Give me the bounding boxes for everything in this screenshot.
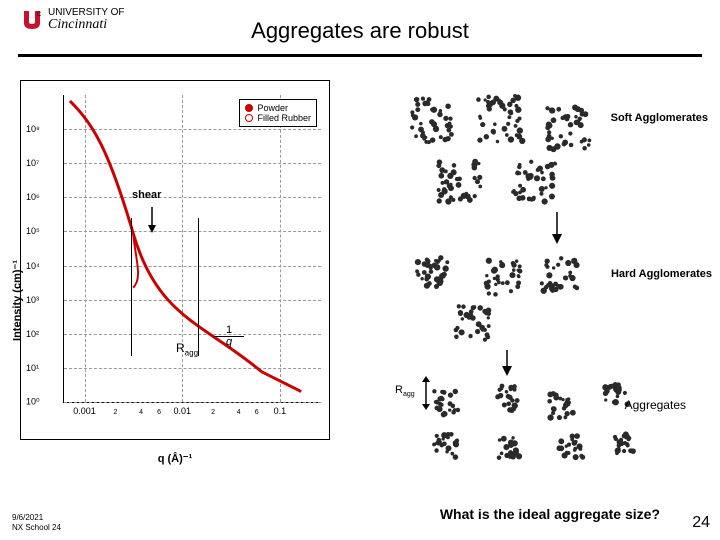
gridline-h: [64, 231, 321, 232]
footer-date: 9/6/2021: [12, 513, 43, 522]
shear-arrow-icon: [146, 205, 158, 233]
x-tick-minor: 4: [237, 409, 241, 416]
slide: C UNIVERSITY OF Cincinnati Aggregates ar…: [0, 0, 720, 540]
particle-cluster: [430, 385, 464, 419]
intensity-chart: Intensity (cm)⁻¹ q (Å)⁻¹ 10⁰10¹10²10³10⁴…: [20, 80, 330, 440]
particle-cluster: [555, 430, 587, 462]
x-tick-minor: 2: [113, 409, 117, 416]
gridline-v: [280, 95, 281, 402]
chart-legend: Powder Filled Rubber: [239, 99, 317, 127]
particle-cluster: [410, 250, 458, 298]
gridline-h: [64, 300, 321, 301]
particle-cluster: [430, 430, 462, 462]
marker-open-icon: [245, 114, 253, 122]
particle-cluster: [535, 250, 583, 298]
gridline-h: [64, 163, 321, 164]
particle-cluster: [430, 150, 490, 210]
x-tick-minor: 6: [255, 409, 259, 416]
slide-number: 24: [692, 514, 710, 532]
y-tick: 10³: [26, 295, 39, 305]
particle-cluster: [470, 88, 532, 150]
gridline-h: [64, 197, 321, 198]
plot-area: 10⁰10¹10²10³10⁴10⁵10⁶10⁷10⁸ 0.0010.010.1…: [63, 95, 321, 403]
particle-cluster: [495, 432, 525, 462]
particle-cluster: [610, 430, 640, 460]
x-tick: 0.01: [173, 406, 191, 416]
marker-filled-icon: [245, 104, 253, 112]
particle-cluster: [490, 382, 522, 414]
shear-vline-1: [131, 218, 132, 356]
gridline-h: [64, 129, 321, 130]
y-tick: 10⁰: [26, 397, 40, 408]
gridline-h: [64, 402, 321, 403]
ragg-double-arrow-icon: [420, 376, 432, 410]
y-tick: 10¹: [26, 363, 39, 373]
x-tick: 0.001: [73, 406, 96, 416]
particle-cluster: [450, 300, 496, 346]
gridline-v: [85, 95, 86, 402]
legend-label: Powder: [257, 103, 288, 113]
gridline-h: [64, 266, 321, 267]
ragg-cluster-label: Ragg: [395, 384, 415, 398]
y-tick: 10⁵: [26, 226, 40, 236]
x-tick: 0.1: [274, 406, 287, 416]
particle-cluster: [505, 152, 565, 212]
slide-title: Aggregates are robust: [0, 18, 720, 44]
particle-cluster: [480, 255, 526, 301]
soft-agglomerates-label: Soft Agglomerates: [611, 112, 708, 124]
arrow-hard-to-agg-icon: [500, 348, 514, 376]
legend-label: Filled Rubber: [257, 113, 311, 123]
x-axis-label: q (Å)⁻¹: [158, 452, 193, 465]
particle-cluster: [400, 90, 460, 150]
hard-agglomerates-label: Hard Agglomerates: [611, 268, 712, 280]
x-tick-minor: 2: [211, 409, 215, 416]
title-underline: [18, 54, 702, 57]
ragg-chart-label: Ragg: [176, 341, 198, 357]
particle-cluster: [540, 100, 598, 158]
y-axis-label: Intensity (cm)⁻¹: [11, 260, 24, 341]
x-tick-minor: 4: [139, 409, 143, 416]
header: C UNIVERSITY OF Cincinnati Aggregates ar…: [0, 0, 720, 60]
arrow-soft-to-hard-icon: [550, 210, 564, 244]
y-tick: 10⁷: [26, 158, 39, 168]
footer-school: NX School 24: [12, 523, 61, 532]
y-tick: 10⁸: [26, 124, 40, 134]
y-tick: 10⁴: [26, 261, 40, 271]
shear-vline-2: [198, 218, 199, 356]
gridline-h: [64, 368, 321, 369]
legend-row-powder: Powder: [245, 103, 311, 113]
question-text: What is the ideal aggregate size?: [440, 506, 660, 522]
particle-cluster: [545, 388, 579, 422]
y-tick: 10⁶: [26, 192, 40, 202]
aggregates-label: Aggregates: [625, 398, 686, 412]
q-fraction: 1 q: [214, 325, 244, 348]
shear-label: shear: [132, 189, 161, 201]
legend-row-rubber: Filled Rubber: [245, 113, 311, 123]
gridline-h: [64, 334, 321, 335]
y-tick: 10²: [26, 329, 39, 339]
x-tick-minor: 6: [157, 409, 161, 416]
